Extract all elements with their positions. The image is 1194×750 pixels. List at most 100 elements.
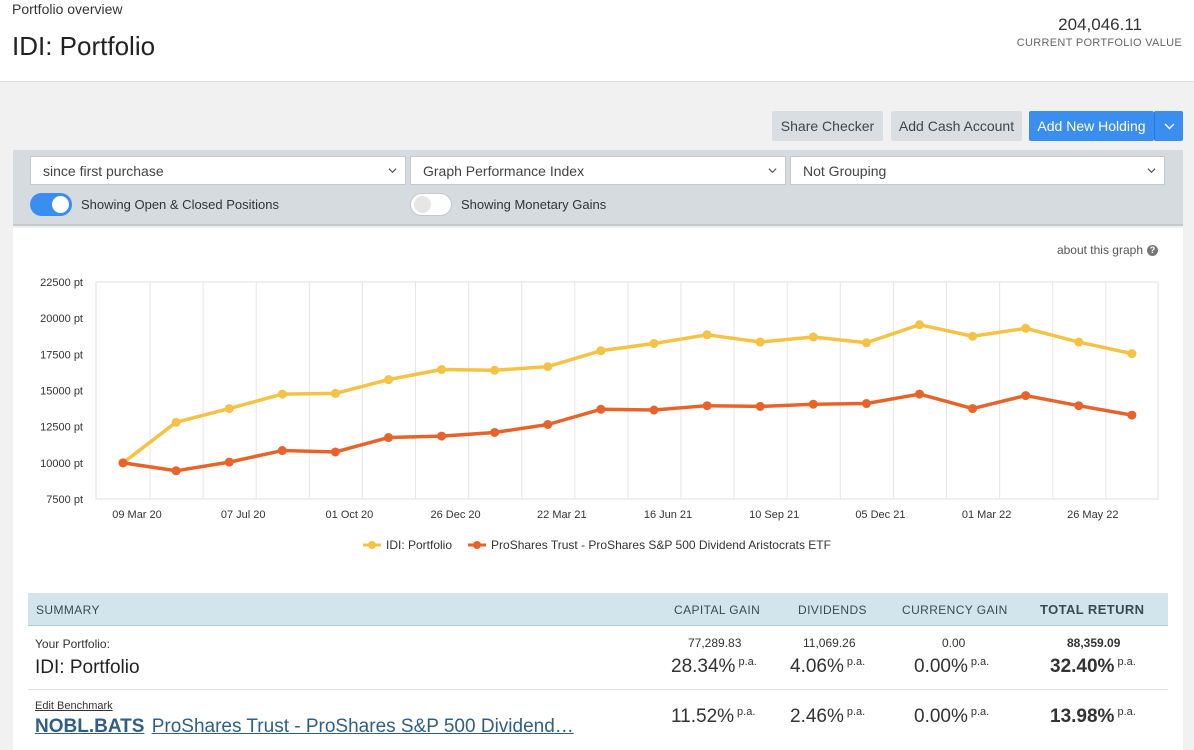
portfolio-point bbox=[384, 375, 393, 385]
benchmark-capital-gain-pct: 11.52% p.a. bbox=[671, 706, 756, 727]
portfolio-line bbox=[121, 322, 1133, 465]
benchmark-point bbox=[596, 404, 606, 414]
legend-label: ProShares Trust - ProShares S&P 500 Divi… bbox=[491, 538, 831, 552]
toggle-knob bbox=[414, 196, 431, 213]
chevron-down-icon bbox=[1164, 123, 1174, 129]
monetary-gains-toggle[interactable] bbox=[410, 193, 452, 216]
x-tick-label: 09 Mar 20 bbox=[112, 509, 162, 521]
grouping-select[interactable]: Not Grouping bbox=[790, 156, 1165, 185]
portfolio-point bbox=[437, 365, 447, 375]
portfolio-point bbox=[330, 388, 340, 398]
summary-header-label: SUMMARY bbox=[36, 603, 100, 617]
dividends-value: 11,069.26 bbox=[803, 636, 856, 650]
portfolio-value-label: CURRENT PORTFOLIO VALUE bbox=[1016, 37, 1182, 49]
add-holding-dropdown-button[interactable] bbox=[1154, 111, 1183, 141]
total-return-value: 88,359.09 bbox=[1067, 636, 1121, 650]
positions-toggle-label: Showing Open & Closed Positions bbox=[81, 197, 280, 212]
portfolio-point bbox=[702, 330, 712, 340]
benchmark-point bbox=[649, 405, 659, 415]
currency-gain-value: 0.00 bbox=[942, 636, 966, 650]
breadcrumb[interactable]: Portfolio overview bbox=[12, 1, 123, 17]
x-tick-label: 05 Dec 21 bbox=[855, 509, 905, 521]
y-tick-label: 17500 pt bbox=[40, 349, 83, 361]
benchmark-currency-gain-pct: 0.00% p.a. bbox=[914, 706, 990, 727]
benchmark-point bbox=[861, 399, 871, 409]
portfolio-point bbox=[915, 320, 924, 330]
portfolio-point bbox=[649, 338, 659, 348]
benchmark-point bbox=[224, 457, 234, 467]
y-tick-label: 22500 pt bbox=[40, 277, 83, 289]
benchmark-point bbox=[1074, 401, 1084, 411]
graph-type-select[interactable]: Graph Performance Index bbox=[410, 156, 786, 185]
benchmark-dividends-pct: 2.46% p.a. bbox=[790, 706, 866, 727]
benchmark-point bbox=[968, 404, 978, 414]
benchmark-ticker-link[interactable]: NOBL.BATS bbox=[35, 716, 145, 737]
portfolio-point bbox=[490, 365, 500, 375]
x-tick-label: 26 May 22 bbox=[1067, 509, 1118, 521]
portfolio-name: IDI: Portfolio bbox=[35, 657, 140, 678]
chart-series bbox=[118, 320, 1137, 476]
share-checker-button[interactable]: Share Checker bbox=[772, 111, 883, 141]
about-graph-link[interactable]: about this graph ? bbox=[1057, 243, 1158, 257]
portfolio-point bbox=[755, 337, 765, 347]
portfolio-point bbox=[277, 389, 287, 399]
chevron-down-icon bbox=[1147, 168, 1156, 174]
benchmark-line bbox=[122, 392, 1133, 473]
portfolio-point bbox=[1021, 323, 1031, 333]
add-new-holding-button[interactable]: Add New Holding bbox=[1029, 111, 1154, 141]
portfolio-point bbox=[861, 338, 871, 348]
legend-item-portfolio[interactable]: IDI: Portfolio bbox=[363, 538, 452, 552]
benchmark-point bbox=[808, 399, 818, 409]
page-title: IDI: Portfolio bbox=[12, 31, 156, 61]
portfolio-point bbox=[1127, 349, 1137, 359]
y-tick-label: 20000 pt bbox=[40, 313, 83, 325]
portfolio-point bbox=[808, 332, 818, 342]
edit-benchmark-link[interactable]: Edit Benchmark bbox=[35, 700, 113, 712]
portfolio-point bbox=[543, 362, 553, 372]
plot-frame bbox=[95, 281, 1159, 500]
x-tick-label: 22 Mar 21 bbox=[537, 509, 587, 521]
about-graph-label: about this graph bbox=[1056, 243, 1143, 257]
x-tick-label: 10 Sep 21 bbox=[749, 509, 799, 521]
legend-swatch-benchmark bbox=[468, 541, 487, 549]
performance-chart: 7500 pt 10000 pt 12500 pt 15000 pt 17500 pt 2… bbox=[40, 277, 1159, 521]
benchmark-name-link[interactable]: ProShares Trust - ProShares S&P 500 Divi… bbox=[151, 716, 574, 737]
legend-swatch-portfolio bbox=[363, 541, 381, 549]
portfolio-point bbox=[171, 417, 181, 427]
toggle-knob bbox=[52, 196, 69, 213]
positions-toggle[interactable] bbox=[30, 193, 72, 216]
y-tick-label: 12500 pt bbox=[40, 422, 83, 434]
portfolio-point bbox=[1074, 337, 1084, 347]
legend-item-benchmark[interactable]: ProShares Trust - ProShares S&P 500 Divi… bbox=[468, 538, 831, 552]
summary-header: SUMMARY CAPITAL GAIN DIVIDENDS CURRENCY … bbox=[28, 593, 1168, 626]
grouping-select-value: Not Grouping bbox=[803, 162, 887, 179]
x-tick-label: 01 Oct 20 bbox=[326, 509, 374, 521]
x-axis: 09 Mar 20 07 Jul 20 01 Oct 20 26 Dec 20 22 M… bbox=[112, 509, 1118, 521]
monetary-gains-toggle-label: Showing Monetary Gains bbox=[461, 197, 607, 212]
page-header: Portfolio overview IDI: Portfolio 204,04… bbox=[0, 0, 1194, 82]
dividends-pct: 4.06% p.a. bbox=[790, 656, 866, 677]
benchmark-point bbox=[330, 447, 340, 457]
legend-label: IDI: Portfolio bbox=[386, 538, 453, 552]
help-icon: ? bbox=[1147, 244, 1158, 256]
capital-gain-value: 77,289.83 bbox=[688, 636, 742, 650]
benchmark-point bbox=[1021, 391, 1031, 401]
summary-table: SUMMARY CAPITAL GAIN DIVIDENDS CURRENCY … bbox=[28, 593, 1168, 750]
portfolio-point bbox=[968, 331, 978, 341]
period-select[interactable]: since first purchase bbox=[30, 156, 406, 185]
chevron-down-icon bbox=[768, 168, 777, 174]
chevron-down-icon bbox=[388, 168, 397, 174]
add-cash-account-button[interactable]: Add Cash Account bbox=[891, 111, 1022, 141]
capital-gain-header: CAPITAL GAIN bbox=[674, 603, 761, 617]
benchmark-point bbox=[915, 389, 924, 399]
benchmark-point bbox=[118, 458, 128, 468]
portfolio-value: 204,046.11 bbox=[1058, 15, 1142, 34]
benchmark-total-return-pct: 13.98% p.a. bbox=[1050, 706, 1136, 727]
total-return-pct: 32.40% p.a. bbox=[1050, 656, 1136, 677]
x-tick-label: 01 Mar 22 bbox=[962, 509, 1012, 521]
benchmark-point bbox=[755, 401, 765, 411]
benchmark-point bbox=[543, 419, 553, 429]
currency-gain-pct: 0.00% p.a. bbox=[914, 656, 990, 677]
benchmark-point bbox=[384, 433, 393, 443]
filter-bar: since first purchase Graph Performance I… bbox=[13, 150, 1183, 226]
